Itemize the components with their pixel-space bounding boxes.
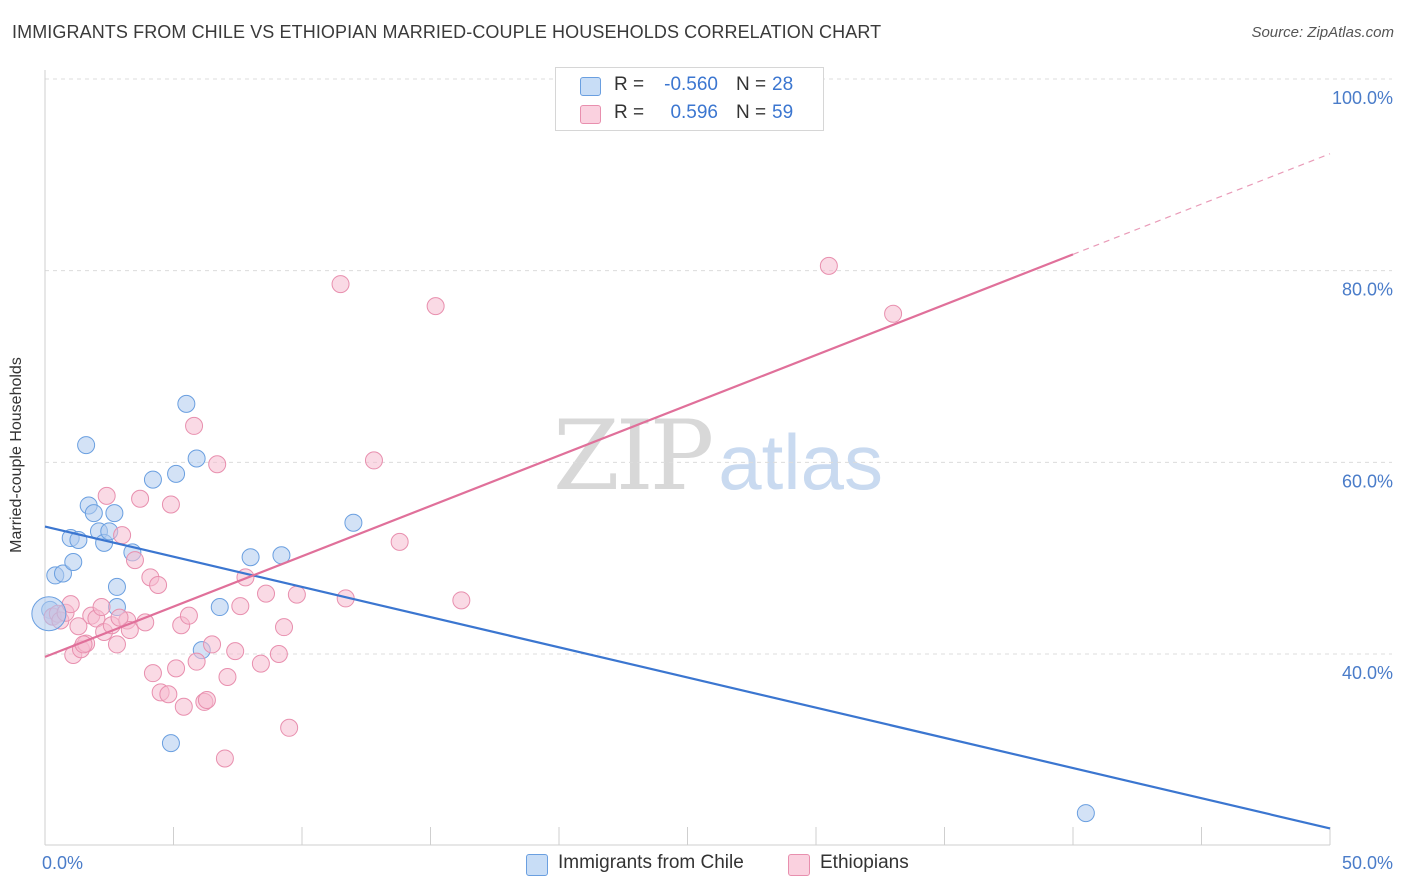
chile-cluster-point [31,596,67,632]
ethiopian-point [269,645,288,663]
ethiopian-trend-extension [1072,153,1331,255]
chile-point [105,504,124,523]
chile-point [187,449,206,468]
ethiopian-point [197,691,216,709]
ethiopian-point [131,489,150,508]
ethiopian-point [819,256,838,275]
ethiopian-point [390,532,409,551]
legend-swatch-chile [526,854,548,876]
ethiopian-point [452,591,471,610]
chile-point [1076,804,1095,823]
legend-n-label: N = [736,74,767,95]
ethiopian-point [125,551,144,570]
legend-row-ethiopians: R = 0.596 N = 59 [556,101,823,129]
ethiopian-point [208,455,227,474]
y-tick-label: 100.0% [1332,88,1393,108]
watermark-zip: ZIP [553,400,714,512]
ethiopian-point [179,606,198,625]
ethiopian-point [110,608,129,627]
chile-point [344,513,363,532]
ethiopian-point [167,659,186,678]
legend-r-value: 0.596 [670,102,718,123]
legend-swatch-ethiopians [580,105,601,124]
y-tick-label: 60.0% [1342,471,1393,491]
legend-r-label: R = [614,74,645,95]
y-tick-label: 40.0% [1342,663,1393,683]
ethiopian-point [143,664,162,683]
ethiopian-point [215,749,234,768]
legend-swatch-ethiopians [788,854,810,876]
ethiopian-point [257,584,276,603]
legend-label-chile: Immigrants from Chile [558,852,744,873]
chile-point [177,394,196,413]
chile-point [84,504,103,523]
x-tick-label: 50.0% [1342,853,1393,873]
ethiopian-point [187,652,206,671]
ethiopian-point [69,617,88,636]
ethiopian-point [107,635,126,654]
chile-point [143,470,162,489]
ethiopian-point [287,585,306,604]
ethiopian-point [364,451,383,470]
ethiopian-point [426,297,445,316]
ethiopian-point [203,635,222,654]
correlation-legend: R = -0.560 N = 28 R = 0.596 N = 59 [555,67,824,131]
source-credit: Source: ZipAtlas.com [1251,24,1394,41]
ethiopian-point [92,598,111,617]
ethiopian-point [161,495,180,514]
chile-point [161,734,180,753]
chile-point [77,436,96,455]
legend-n-value: 59 [772,102,794,123]
legend-swatch-chile [580,77,601,96]
chart-title: IMMIGRANTS FROM CHILE VS ETHIOPIAN MARRI… [12,22,882,42]
ethiopian-point [275,618,294,637]
legend-n-value: 28 [772,74,794,95]
ethiopian-point [884,304,903,323]
chile-point [107,577,126,596]
chile-point [241,548,260,567]
ethiopian-point [185,416,204,435]
series-legend: Immigrants from Chile Ethiopians [0,852,1406,878]
legend-r-label: R = [614,102,645,123]
chile-point [167,464,186,483]
ethiopian-point [149,576,168,594]
x-tick-label: 0.0% [42,853,83,873]
ethiopian-point [231,597,250,616]
legend-row-chile: R = -0.560 N = 28 [556,73,823,101]
ethiopian-point [159,685,178,704]
chile-point [53,564,72,583]
ethiopian-trend-line [44,253,1074,658]
chile-point [210,598,229,617]
y-tick-label: 80.0% [1342,280,1393,300]
ethiopian-point [218,668,237,686]
legend-r-value: -0.560 [664,74,718,95]
ethiopian-point [331,275,350,294]
ethiopian-point [226,642,245,661]
legend-n-label: N = [736,102,767,123]
ethiopian-point [251,654,270,673]
chile-trend-line [44,525,1331,830]
chile-point [64,553,83,571]
ethiopian-point [174,697,193,716]
ethiopian-point [280,718,299,737]
ethiopian-point [113,526,132,545]
legend-label-ethiopians: Ethiopians [820,852,909,873]
ethiopian-point [97,486,116,505]
